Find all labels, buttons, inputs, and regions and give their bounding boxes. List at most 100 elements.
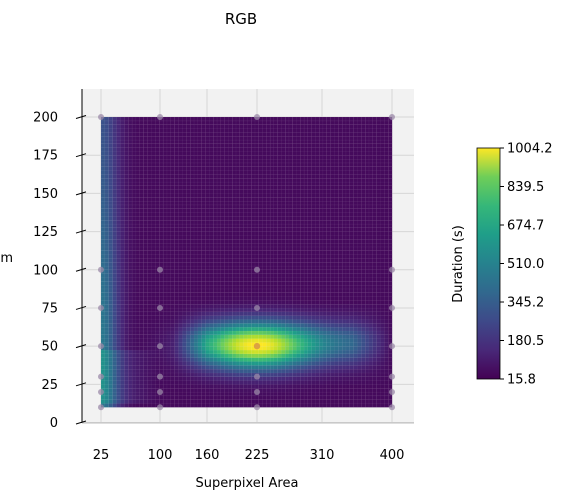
heatmap-cell: [318, 158, 324, 164]
heatmap-cell: [338, 216, 343, 221]
heatmap-cell: [273, 368, 278, 374]
heatmap-cell: [228, 326, 233, 332]
heatmap-cell: [209, 162, 214, 167]
heatmap-cell: [100, 357, 106, 362]
heatmap-cell: [143, 273, 148, 278]
heatmap-cell: [277, 227, 282, 232]
heatmap-cell: [143, 223, 148, 229]
heatmap-cell: [285, 334, 290, 339]
heatmap-cell: [189, 261, 195, 267]
heatmap-cell: [243, 334, 248, 339]
heatmap-cell: [285, 235, 290, 240]
heatmap-cell: [307, 368, 312, 374]
heatmap-cell: [162, 189, 168, 194]
heatmap-cell: [273, 189, 278, 194]
heatmap-cell: [334, 311, 339, 316]
heatmap-cell: [108, 391, 113, 397]
heatmap-cell: [300, 338, 305, 343]
heatmap-cell: [162, 288, 168, 293]
heatmap-cell: [338, 288, 343, 293]
heatmap-cell: [224, 307, 229, 313]
heatmap-cell: [296, 338, 301, 343]
heatmap-cell: [235, 204, 241, 209]
heatmap-cell: [116, 265, 121, 271]
heatmap-cell: [143, 334, 148, 339]
heatmap-cell: [388, 235, 393, 240]
heatmap-cell: [303, 193, 309, 198]
heatmap-cell: [216, 185, 222, 190]
heatmap-cell: [281, 200, 286, 206]
heatmap-cell: [213, 174, 218, 179]
heatmap-cell: [235, 281, 241, 286]
heatmap-cell: [296, 197, 301, 202]
heatmap-cell: [186, 223, 191, 229]
heatmap-cell: [388, 197, 393, 202]
heatmap-cell: [193, 200, 199, 206]
heatmap-cell: [232, 208, 237, 213]
heatmap-cell: [162, 155, 168, 160]
heatmap-cell: [147, 387, 152, 393]
heatmap-cell: [300, 174, 305, 179]
heatmap-cell: [376, 338, 381, 343]
heatmap-cell: [345, 311, 351, 316]
heatmap-cell: [116, 342, 121, 347]
heatmap-cell: [166, 323, 172, 328]
heatmap-cell: [277, 380, 282, 385]
heatmap-cell: [315, 208, 320, 213]
heatmap-cell: [124, 246, 129, 251]
heatmap-cell: [205, 227, 210, 232]
heatmap-cell: [182, 326, 187, 332]
heatmap-cell: [128, 216, 133, 221]
heatmap-cell: [388, 181, 393, 187]
heatmap-cell: [224, 174, 229, 179]
heatmap-cell: [178, 246, 183, 251]
heatmap-cell: [189, 235, 195, 240]
heatmap-cell: [243, 395, 248, 400]
heatmap-cell: [388, 219, 393, 225]
heatmap-cell: [147, 315, 152, 320]
heatmap-cell: [120, 170, 125, 175]
heatmap-cell: [104, 353, 110, 358]
heatmap-cell: [135, 235, 141, 240]
heatmap-cell: [135, 334, 141, 339]
heatmap-cell: [318, 311, 324, 316]
heatmap-cell: [170, 204, 175, 209]
heatmap-cell: [216, 181, 222, 187]
heatmap-cell: [376, 376, 381, 381]
heatmap-cell: [247, 395, 252, 400]
heatmap-cell: [303, 365, 309, 370]
heatmap-cell: [131, 158, 137, 164]
heatmap-cell: [216, 368, 222, 374]
heatmap-cell: [147, 284, 152, 290]
heatmap-cell: [159, 334, 164, 339]
heatmap-cell: [303, 177, 309, 183]
heatmap-cell: [205, 197, 210, 202]
heatmap-cell: [193, 170, 199, 175]
heatmap-cell: [139, 368, 145, 374]
heatmap-cell: [151, 403, 156, 408]
heatmap-cell: [104, 166, 110, 171]
heatmap-cell: [311, 303, 316, 309]
heatmap-cell: [303, 216, 309, 221]
heatmap-cell: [380, 170, 385, 175]
heatmap-cell: [322, 326, 328, 332]
heatmap-cell: [361, 365, 366, 370]
heatmap-cell: [128, 357, 133, 362]
heatmap-cell: [384, 307, 389, 313]
heatmap-cell: [182, 307, 187, 313]
heatmap-cell: [353, 353, 358, 358]
heatmap-cell: [170, 216, 175, 221]
heatmap-cell: [357, 166, 362, 171]
heatmap-cell: [193, 403, 199, 408]
heatmap-cell: [243, 227, 248, 232]
heatmap-cell: [315, 174, 320, 179]
heatmap-cell: [277, 158, 282, 164]
heatmap-cell: [131, 254, 137, 259]
heatmap-cell: [368, 387, 374, 393]
heatmap-cell: [186, 357, 191, 362]
heatmap-cell: [318, 216, 324, 221]
heatmap-cell: [361, 204, 366, 209]
heatmap-cell: [357, 231, 362, 236]
heatmap-cell: [100, 361, 106, 366]
heatmap-cell: [124, 288, 129, 293]
